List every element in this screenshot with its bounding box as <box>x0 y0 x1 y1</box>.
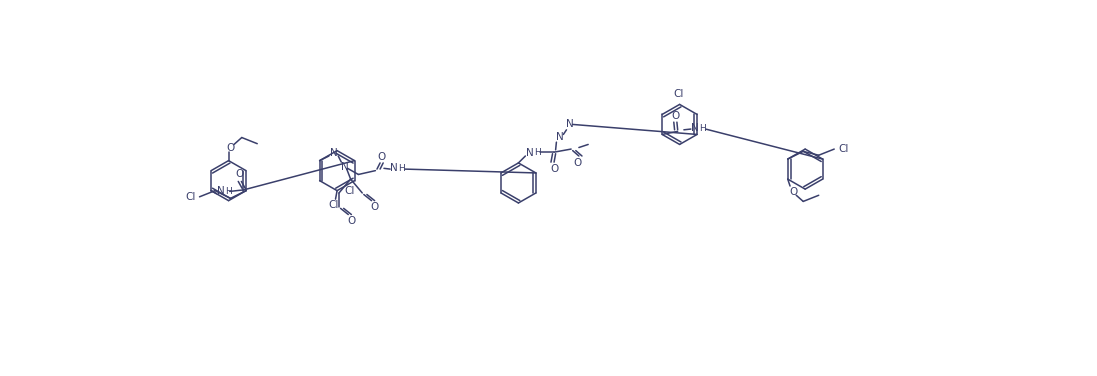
Text: Cl: Cl <box>329 200 339 210</box>
Text: N: N <box>555 132 564 142</box>
Text: O: O <box>227 143 235 153</box>
Text: O: O <box>377 152 386 162</box>
Text: Cl: Cl <box>343 186 354 196</box>
Text: O: O <box>236 170 244 179</box>
Text: N: N <box>340 162 349 172</box>
Text: O: O <box>790 187 798 197</box>
Text: H: H <box>398 164 405 173</box>
Text: N: N <box>527 148 534 158</box>
Text: H: H <box>699 124 705 133</box>
Text: O: O <box>671 111 679 121</box>
Text: N: N <box>216 186 224 196</box>
Text: O: O <box>348 216 355 226</box>
Text: Cl: Cl <box>185 192 195 202</box>
Text: Cl: Cl <box>838 144 849 154</box>
Text: O: O <box>550 164 558 174</box>
Text: H: H <box>225 187 231 196</box>
Text: N: N <box>566 120 574 129</box>
Text: O: O <box>574 158 581 168</box>
Text: N: N <box>691 123 699 133</box>
Text: N: N <box>391 163 398 173</box>
Text: N: N <box>330 148 338 158</box>
Text: H: H <box>534 149 541 158</box>
Text: O: O <box>371 202 378 212</box>
Text: Cl: Cl <box>672 89 683 99</box>
